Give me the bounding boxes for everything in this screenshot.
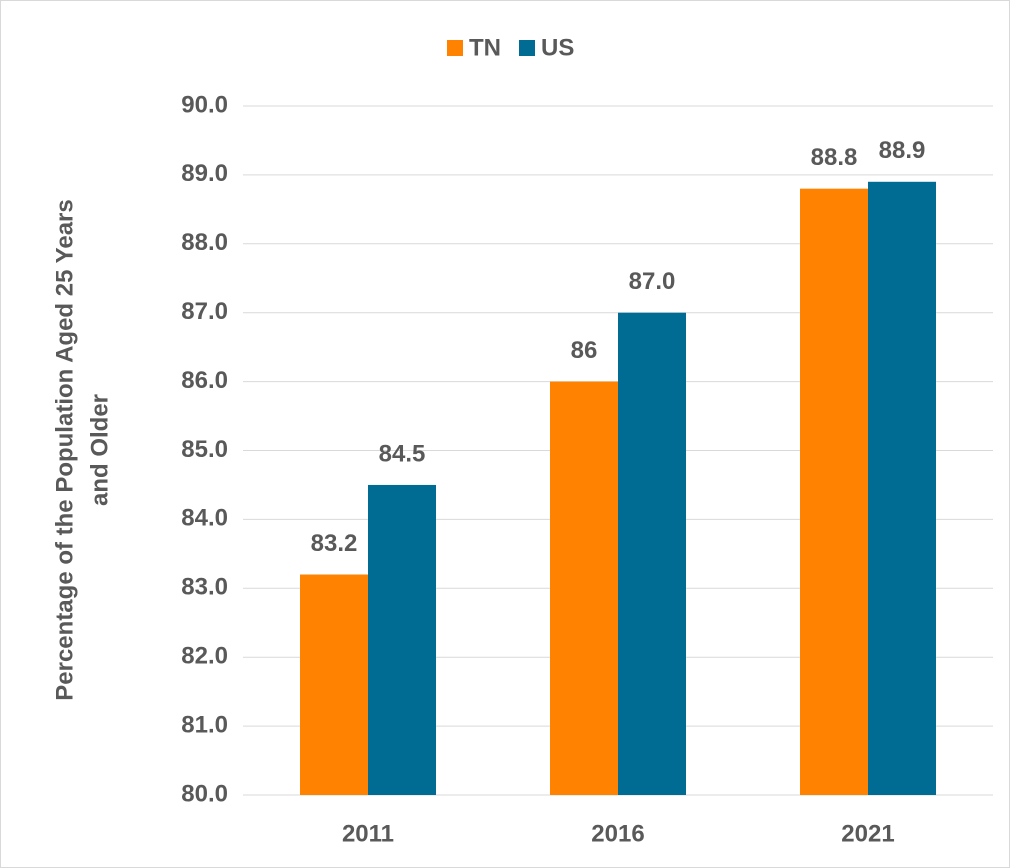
- data-label: 86: [571, 337, 598, 364]
- y-axis-title: Percentage of the Population Aged 25 Yea…: [51, 199, 78, 700]
- data-label: 84.5: [379, 440, 426, 467]
- y-tick-label: 83.0: [181, 574, 228, 601]
- legend-label: US: [541, 34, 574, 61]
- y-tick-label: 86.0: [181, 367, 228, 394]
- data-label: 88.9: [879, 137, 926, 164]
- y-axis-title: and Older: [86, 394, 113, 506]
- legend-swatch: [519, 40, 535, 56]
- x-tick-label: 2011: [342, 820, 394, 847]
- y-tick-label: 87.0: [181, 298, 228, 325]
- x-tick-label: 2016: [591, 820, 644, 847]
- bar: [300, 574, 368, 795]
- bar: [868, 181, 936, 796]
- data-label: 87.0: [629, 268, 676, 295]
- y-tick-label: 84.0: [181, 505, 228, 532]
- legend-swatch: [447, 40, 463, 56]
- data-label: 83.2: [311, 530, 358, 557]
- y-tick-label: 88.0: [181, 229, 228, 256]
- data-label: 88.8: [811, 144, 858, 171]
- y-tick-label: 82.0: [181, 643, 228, 670]
- y-tick-label: 81.0: [181, 711, 228, 738]
- bar: [800, 188, 868, 795]
- bar: [550, 381, 618, 795]
- legend-label: TN: [469, 34, 501, 61]
- y-tick-label: 90.0: [181, 91, 228, 118]
- bar: [368, 484, 436, 795]
- y-tick-label: 89.0: [181, 160, 228, 187]
- y-tick-label: 85.0: [181, 436, 228, 463]
- bar: [618, 312, 686, 795]
- x-tick-label: 2021: [841, 820, 894, 847]
- y-tick-label: 80.0: [181, 780, 228, 807]
